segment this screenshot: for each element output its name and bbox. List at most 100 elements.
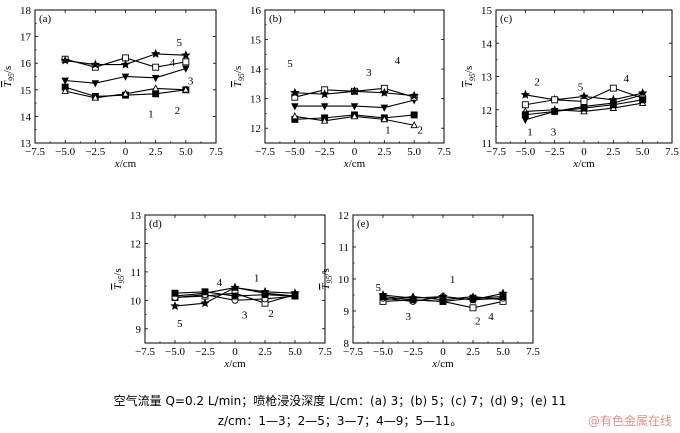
- y-axis-label: T95/s: [232, 66, 246, 87]
- y-tick-label: 13: [20, 138, 32, 150]
- series-4-point: [551, 96, 559, 104]
- x-axis-label-unit: /cm: [120, 158, 137, 170]
- y-axis-label-subscript: 95: [468, 73, 477, 81]
- y-tick-label: 8: [344, 338, 350, 350]
- x-axis-label: x/cm: [223, 358, 246, 370]
- series-5-point: [639, 96, 647, 104]
- y-axis-label: T95/s: [463, 66, 477, 87]
- x-tick-label: 5.0: [407, 146, 421, 158]
- series-5-point: [120, 59, 131, 69]
- series-3-point: [380, 104, 389, 112]
- y-tick-label: 11: [338, 242, 349, 254]
- series-1-point: [410, 111, 418, 119]
- series-4-point: [609, 84, 617, 92]
- panel-b-chart: −7.5 −5.0 −2.5 0 2.5 5.0 7.51213141516(b)x/cmT…: [232, 5, 451, 170]
- series-5-point: [498, 288, 508, 298]
- x-tick-label: 0: [123, 146, 129, 158]
- series-5-point: [260, 286, 270, 296]
- y-tick-label: 16: [250, 5, 262, 17]
- series-5-point: [290, 87, 300, 97]
- curve-number-label: 5: [176, 37, 182, 49]
- series-5-point: [408, 293, 418, 303]
- curve-number-label: 5: [177, 318, 183, 330]
- series-2-point: [121, 89, 130, 97]
- series-5-point: [409, 90, 419, 100]
- caption-line-1: 空气流量 Q=0.2 L/min；喷枪浸没深度 L/cm：(a) 3；(b) 5…: [113, 394, 567, 408]
- y-axis-label-unit: /s: [320, 268, 332, 275]
- panel-label: (c): [500, 13, 513, 25]
- series-2-point: [520, 89, 531, 99]
- x-tick-label: 0: [352, 146, 358, 158]
- series-5-point: [170, 301, 180, 311]
- curve-number-label: 5: [287, 58, 293, 70]
- y-tick-label: 15: [250, 35, 262, 47]
- y-tick-label: 11: [481, 138, 492, 150]
- y-axis-label: T95/s: [320, 268, 334, 289]
- series-3-point: [91, 80, 100, 88]
- curve-number-label: 5: [578, 81, 584, 93]
- x-tick-label: −2.5: [85, 146, 105, 158]
- x-axis-label-unit: /cm: [229, 358, 246, 370]
- plot-frame: [144, 214, 326, 344]
- x-tick-label: −7.5: [343, 346, 363, 358]
- series-3-point: [320, 103, 329, 111]
- series-5-point: [90, 59, 101, 69]
- curve-number-label: 4: [170, 57, 176, 69]
- x-tick-label: 5.0: [179, 146, 193, 158]
- series-5-point: [438, 291, 448, 301]
- series-1-point: [152, 90, 160, 98]
- series-3-point: [151, 74, 160, 83]
- curve-number-label: 1: [254, 273, 260, 285]
- x-tick-label: 7.5: [318, 346, 332, 358]
- y-axis-label-subscript: 95: [325, 276, 334, 284]
- x-tick-label: −7.5: [25, 146, 45, 158]
- panel-e-chart: −7.5 −5.0 −2.5 0 2.5 5.0 7.589101112(e)x/cmT95…: [320, 210, 540, 370]
- curve-number-label: 4: [395, 55, 401, 67]
- curve-number-label: 1: [450, 274, 456, 286]
- y-tick-label: 16: [20, 58, 32, 70]
- series-4-point: [580, 97, 588, 105]
- y-tick-label: 11: [130, 267, 141, 279]
- series-5-point: [60, 55, 70, 65]
- series-2-point: [91, 93, 100, 101]
- series-4-point: [231, 292, 239, 300]
- x-tick-label: 5.0: [496, 346, 510, 358]
- y-tick-label: 14: [20, 111, 32, 123]
- curve-number-label: 2: [417, 125, 423, 137]
- curve-number-label: 2: [475, 316, 481, 328]
- x-tick-label: −2.5: [195, 346, 215, 358]
- y-tick-label: 12: [338, 210, 349, 222]
- series-2-point: [350, 112, 359, 120]
- x-tick-label: 2.5: [606, 146, 620, 158]
- series-4-point: [201, 288, 209, 296]
- series-5-point: [200, 298, 210, 308]
- x-axis-label-unit: /cm: [437, 358, 454, 370]
- y-axis-label-subscript: 95: [117, 276, 126, 284]
- x-tick-label: 2.5: [377, 146, 391, 158]
- x-tick-label: −5.0: [373, 346, 393, 358]
- curve-number-label: 3: [188, 75, 194, 87]
- x-tick-label: −5.0: [165, 346, 185, 358]
- series-5-point: [349, 86, 360, 96]
- series-5-point: [609, 101, 617, 109]
- series-4-point: [171, 289, 179, 297]
- y-tick-label: 13: [130, 210, 142, 222]
- x-tick-label: 7.5: [526, 346, 540, 358]
- series-5-point: [379, 87, 390, 97]
- x-tick-label: 7.5: [437, 146, 451, 158]
- series-3-point: [182, 65, 190, 73]
- panel-a-chart: −7.5 −5.0 −2.5 0 2.5 5.0 7.5131415161718(a)x/c…: [2, 5, 223, 170]
- curve-number-label: 3: [366, 67, 372, 79]
- x-tick-label: 0: [440, 346, 446, 358]
- y-tick-label: 13: [250, 94, 262, 106]
- y-axis-label: T95/s: [112, 268, 126, 289]
- curve-number-label: 2: [268, 308, 274, 320]
- x-axis-label: x/cm: [431, 358, 454, 370]
- series-5-point: [181, 50, 191, 60]
- panel-label: (d): [149, 218, 162, 230]
- y-axis-label-var: T: [112, 283, 124, 290]
- y-tick-label: 18: [20, 5, 32, 17]
- y-axis-label-subscript: 95: [7, 73, 16, 81]
- y-tick-label: 12: [250, 123, 261, 135]
- y-tick-label: 13: [481, 72, 493, 84]
